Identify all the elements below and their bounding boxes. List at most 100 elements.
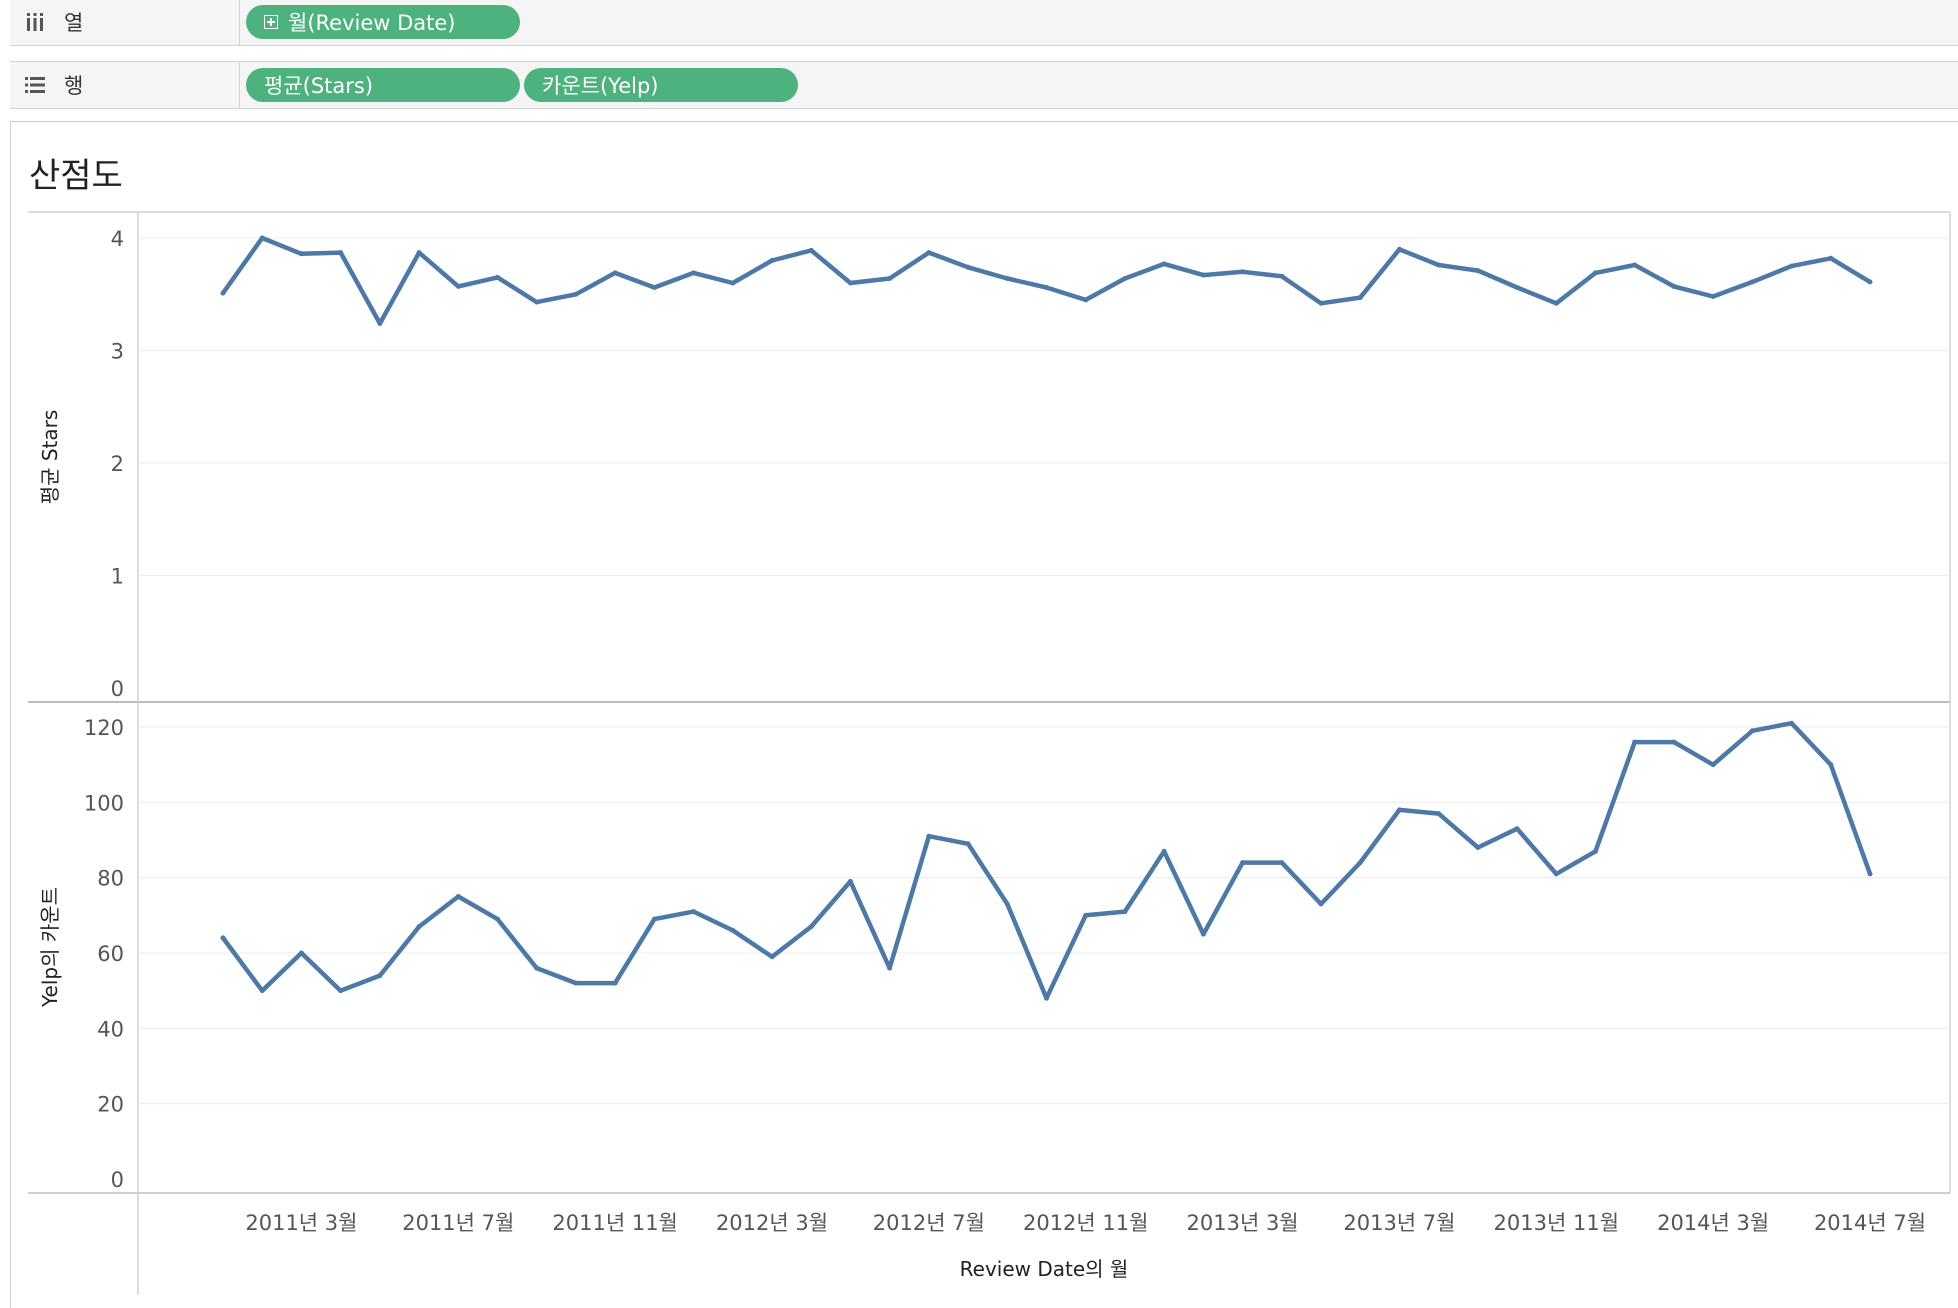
data-point — [1710, 294, 1716, 299]
data-point — [1828, 255, 1834, 261]
data-point — [298, 251, 304, 257]
data-point — [298, 950, 304, 956]
pill-label: 카운트(Yelp) — [542, 74, 659, 98]
worksheet: 산점도 — [10, 121, 1958, 1308]
data-point — [1789, 720, 1795, 726]
data-point — [847, 280, 853, 286]
data-point — [1122, 909, 1128, 915]
data-point — [1828, 762, 1834, 768]
x-tick-label: 2012년 7월 — [873, 1211, 985, 1235]
data-point — [1593, 270, 1598, 276]
x-tick-label: 2012년 3월 — [716, 1211, 828, 1235]
data-point — [1122, 276, 1128, 281]
data-point — [808, 924, 814, 930]
data-point — [847, 878, 853, 884]
data-point — [1514, 826, 1520, 832]
columns-shelf-icon — [24, 11, 50, 33]
rows-shelf-icon — [24, 74, 50, 96]
pill-review-date-month[interactable]: 월(Review Date) — [246, 5, 520, 39]
data-point — [887, 965, 893, 971]
data-point — [926, 250, 932, 256]
x-tick-label: 2014년 7월 — [1814, 1211, 1926, 1235]
y-axis-title: 평균 Stars — [38, 410, 62, 505]
data-point — [455, 283, 461, 289]
data-point — [1475, 845, 1481, 851]
data-point — [965, 264, 971, 270]
rows-shelf-title: 행 — [64, 74, 84, 98]
y-tick-label: 0 — [111, 1168, 124, 1192]
x-axis-title: Review Date의 월 — [960, 1257, 1129, 1281]
chart-frame — [28, 211, 1951, 1295]
data-point — [1044, 285, 1049, 290]
data-point — [259, 988, 265, 994]
rows-shelf-label: 행 — [10, 62, 240, 108]
data-point — [220, 290, 226, 296]
data-point — [1004, 901, 1010, 907]
data-point — [1044, 995, 1049, 1001]
y-tick-label: 20 — [97, 1093, 124, 1117]
columns-shelf-title: 열 — [64, 11, 84, 35]
data-point — [377, 321, 383, 326]
y-tick-label: 4 — [111, 227, 124, 251]
x-tick-label: 2013년 7월 — [1343, 1211, 1455, 1235]
data-point — [1240, 269, 1246, 275]
series-line — [220, 235, 1873, 326]
data-point — [730, 927, 736, 933]
data-point — [1396, 807, 1402, 813]
data-point — [259, 235, 265, 241]
pill-count-yelp[interactable]: 카운트(Yelp) — [524, 68, 798, 102]
y-tick-label: 120 — [84, 716, 124, 740]
y-tick-label: 0 — [111, 677, 124, 701]
x-tick-label: 2012년 11월 — [1023, 1211, 1148, 1235]
pill-avg-stars[interactable]: 평균(Stars) — [246, 68, 520, 102]
data-point — [1553, 871, 1559, 877]
data-point — [1357, 295, 1363, 301]
data-point — [377, 973, 383, 979]
data-point — [534, 299, 540, 305]
data-point — [651, 916, 657, 922]
data-point — [1083, 297, 1089, 303]
rows-shelf[interactable]: 행 평균(Stars) 카운트(Yelp) — [10, 61, 1958, 109]
y-axis-title: Yelp의 카운트 — [38, 887, 62, 1008]
data-point — [1436, 811, 1442, 817]
data-point — [1749, 728, 1755, 734]
data-point — [965, 841, 971, 847]
data-point — [1200, 272, 1206, 278]
data-point — [1436, 262, 1442, 268]
data-point — [495, 916, 500, 922]
data-point — [416, 250, 422, 256]
expand-plus-icon[interactable] — [264, 15, 278, 29]
data-point — [1161, 848, 1167, 854]
y-tick-label: 1 — [111, 565, 124, 589]
data-point — [1083, 912, 1089, 918]
data-point — [1396, 246, 1402, 252]
panel-avg-stars: 0 1 2 3 4 평균 Stars — [38, 227, 1950, 701]
y-tick-label: 40 — [97, 1017, 124, 1041]
data-point — [573, 291, 579, 297]
series-line — [220, 720, 1873, 1001]
data-point — [808, 247, 814, 253]
data-point — [495, 274, 500, 280]
data-point — [651, 285, 657, 290]
x-tick-label: 2013년 3월 — [1187, 1211, 1299, 1235]
data-point — [1318, 300, 1324, 306]
data-point — [1161, 261, 1167, 267]
x-tick-label: 2014년 3월 — [1657, 1211, 1769, 1235]
data-point — [1632, 262, 1638, 268]
x-tick-label: 2013년 11월 — [1494, 1211, 1619, 1235]
data-point — [691, 909, 697, 915]
data-point — [1357, 860, 1363, 866]
data-point — [1475, 268, 1481, 274]
data-point — [612, 980, 618, 986]
data-point — [1749, 279, 1755, 285]
panel-yelp-count: 0 20 40 60 80 100 120 Yelp의 카운트 — [38, 716, 1950, 1192]
data-point — [338, 988, 344, 994]
data-point — [1514, 285, 1520, 290]
data-point — [1867, 871, 1873, 877]
columns-shelf-label: 열 — [10, 0, 240, 45]
data-point — [1867, 279, 1873, 285]
columns-shelf[interactable]: 열 월(Review Date) — [10, 0, 1958, 46]
data-point — [1004, 276, 1010, 281]
data-point — [691, 270, 697, 276]
